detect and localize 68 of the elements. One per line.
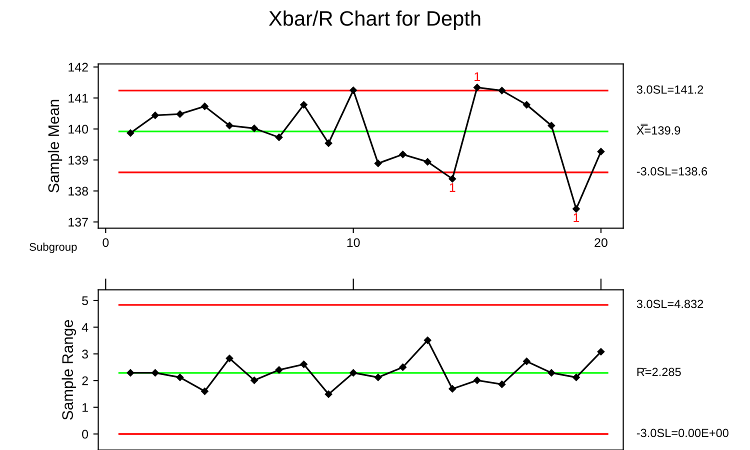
y-tick-label: 0 <box>82 430 88 439</box>
point <box>474 84 481 92</box>
annotation: 1 <box>474 72 480 81</box>
point <box>424 336 432 344</box>
point <box>176 374 184 382</box>
annotation: 1 <box>450 183 456 192</box>
point <box>350 86 357 94</box>
point <box>448 175 456 183</box>
point <box>474 376 481 384</box>
y-tick-label: 141 <box>68 94 88 103</box>
ref-line-label: -3.0SL=0.00E+00 <box>636 428 728 438</box>
point <box>572 205 580 213</box>
point <box>424 158 432 166</box>
point <box>324 390 332 398</box>
point <box>176 110 184 118</box>
point <box>448 385 456 392</box>
y-tick-label: 138 <box>68 186 88 196</box>
ref-line-label: R̄=2.285 <box>637 368 681 376</box>
point <box>300 101 308 108</box>
chart-title: Xbar/R Chart for Depth <box>268 10 480 30</box>
point <box>250 376 258 384</box>
point <box>226 122 234 130</box>
point <box>597 148 605 156</box>
ref-line-label: 3.0SL=141.2 <box>636 85 704 94</box>
point <box>300 360 308 368</box>
y-tick-label: 4 <box>82 323 88 332</box>
annotation: 1 <box>574 213 580 222</box>
point <box>201 102 208 110</box>
y-tick-label: 137 <box>68 218 88 227</box>
ref-line-label: -3.0SL=138.6 <box>636 167 708 176</box>
ref-line-label: X̿=139.9 <box>636 124 680 135</box>
point <box>152 369 159 376</box>
x-axis-title: Subgroup <box>30 242 77 254</box>
point <box>374 160 382 168</box>
point <box>152 112 159 119</box>
x-tick-label: 20 <box>594 238 608 248</box>
y-tick-label: 140 <box>68 124 88 134</box>
point <box>399 364 406 371</box>
point <box>523 358 530 365</box>
point <box>548 122 556 130</box>
point <box>126 129 134 137</box>
point <box>350 369 357 376</box>
point <box>374 374 382 382</box>
x-tick-label: 10 <box>347 238 360 248</box>
y-axis-title: Sample Mean <box>48 100 62 192</box>
point <box>498 380 506 388</box>
point <box>275 366 283 374</box>
point <box>399 150 406 158</box>
point <box>498 86 506 94</box>
y-tick-label: 3 <box>82 350 88 359</box>
y-tick-label: 142 <box>68 62 88 72</box>
point <box>275 134 283 141</box>
point <box>201 388 208 395</box>
y-tick-label: 1 <box>82 403 88 412</box>
point <box>250 124 258 132</box>
x-tick-label: 0 <box>102 238 109 248</box>
y-axis-title: Sample Range <box>62 320 76 420</box>
point <box>572 374 580 382</box>
point <box>324 140 332 147</box>
ref-line-label: 3.0SL=4.832 <box>636 300 704 308</box>
point <box>126 369 134 376</box>
y-tick-label: 139 <box>68 156 88 165</box>
point <box>597 348 605 356</box>
point <box>548 369 556 376</box>
y-tick-label: 2 <box>82 376 88 386</box>
point <box>523 101 530 108</box>
y-tick-label: 5 <box>82 296 88 306</box>
point <box>226 354 234 362</box>
